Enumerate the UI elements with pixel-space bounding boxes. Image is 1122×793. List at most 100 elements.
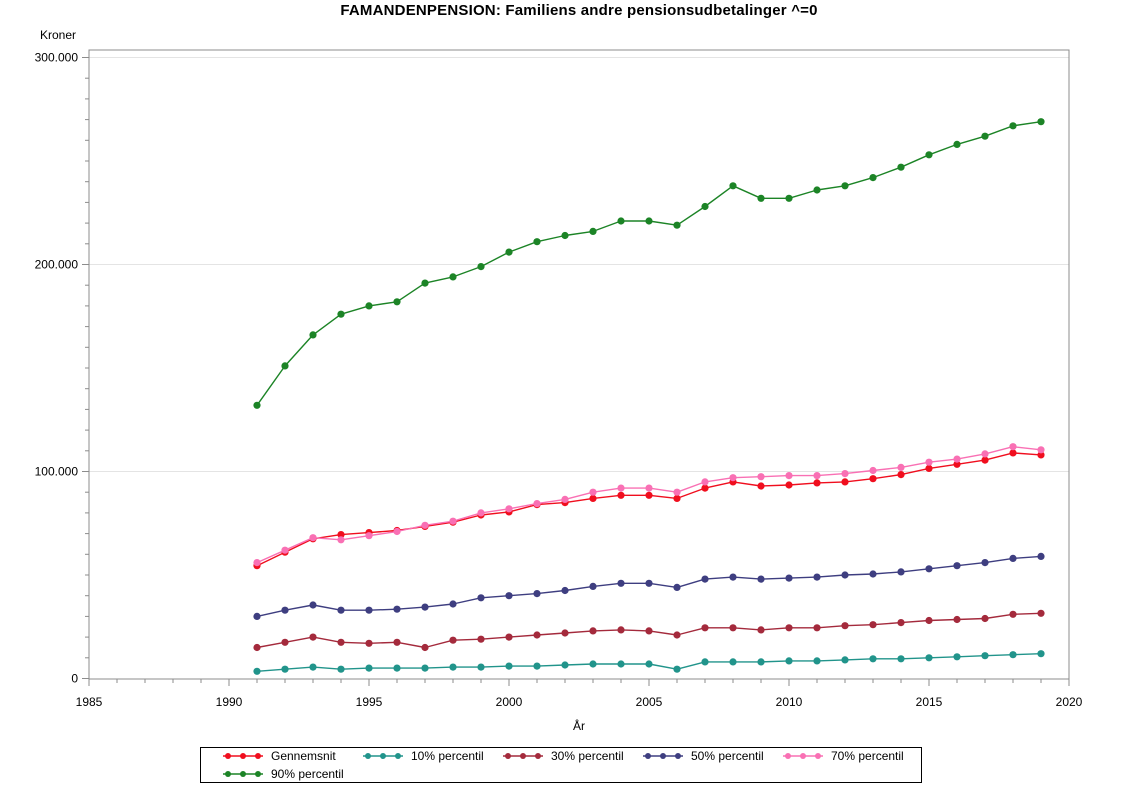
data-point	[337, 531, 345, 539]
data-point	[785, 574, 793, 582]
data-point	[1037, 552, 1045, 561]
legend-line-marker-icon	[503, 753, 543, 759]
legend-line-marker-icon	[363, 753, 403, 759]
legend-line-marker-icon	[223, 753, 263, 759]
data-point	[701, 202, 709, 211]
data-point	[281, 638, 289, 646]
data-point	[841, 571, 849, 579]
data-point	[785, 472, 793, 480]
data-point	[757, 658, 765, 666]
data-point	[785, 624, 793, 632]
data-point	[393, 298, 401, 306]
y-tick-label: 300.000	[35, 51, 79, 65]
x-tick-label: 2015	[916, 695, 943, 709]
chart-title: FAMANDENPENSION: Familiens andre pension…	[340, 2, 818, 19]
data-point	[477, 663, 485, 671]
data-point	[645, 491, 653, 499]
data-point	[365, 639, 373, 647]
data-point	[253, 667, 261, 675]
legend-label: 50% percentil	[691, 749, 764, 763]
data-point	[841, 656, 849, 664]
data-point	[869, 174, 877, 182]
data-point	[897, 463, 905, 471]
data-point	[421, 664, 429, 672]
chart-legend: Gennemsnit 10% percentil 30% percentil 50% …	[200, 747, 922, 783]
data-point	[981, 450, 989, 458]
data-point	[505, 592, 513, 600]
data-point	[561, 629, 569, 637]
data-point	[645, 217, 653, 225]
data-point	[505, 633, 513, 641]
data-point	[253, 401, 261, 409]
legend-item-30-percentil: 30% percentil	[501, 747, 641, 765]
data-point	[729, 182, 737, 190]
legend-line-marker-icon	[783, 753, 823, 759]
data-point	[757, 482, 765, 490]
data-point	[757, 194, 765, 202]
data-point	[897, 471, 905, 479]
data-point	[757, 473, 765, 481]
series-10-percentil	[253, 650, 1045, 675]
data-point	[953, 140, 961, 148]
data-point	[533, 590, 541, 598]
x-axis-title: År	[573, 719, 585, 733]
legend-label: 10% percentil	[411, 749, 484, 763]
data-point	[897, 619, 905, 627]
data-point	[813, 657, 821, 665]
data-point	[813, 624, 821, 632]
data-point	[449, 600, 457, 608]
data-point	[505, 248, 513, 256]
data-point	[981, 559, 989, 567]
series-line	[256, 452, 1042, 567]
data-point	[925, 616, 933, 625]
data-point	[869, 570, 877, 578]
data-point	[925, 464, 933, 472]
legend-label: 30% percentil	[551, 749, 624, 763]
data-point	[393, 664, 401, 672]
data-point	[953, 455, 961, 463]
data-point	[813, 472, 821, 480]
data-point	[813, 573, 821, 581]
data-point	[281, 546, 289, 554]
data-point	[925, 151, 933, 159]
data-point	[533, 662, 541, 670]
y-tick-label: 100.000	[35, 465, 79, 479]
legend-item-10-percentil: 10% percentil	[361, 747, 501, 765]
data-point	[281, 606, 289, 614]
data-point	[645, 627, 653, 635]
data-point	[925, 458, 933, 466]
data-point	[813, 479, 821, 487]
data-point	[589, 627, 597, 635]
data-point	[337, 536, 345, 544]
data-point	[729, 573, 737, 581]
data-point	[561, 586, 569, 595]
data-point	[561, 495, 569, 503]
data-point	[701, 658, 709, 666]
data-point	[589, 660, 597, 668]
data-point	[673, 488, 681, 496]
data-point	[253, 612, 261, 621]
data-point	[309, 331, 317, 339]
data-point	[449, 273, 457, 281]
data-point	[505, 662, 513, 670]
data-point	[309, 601, 317, 609]
data-point	[757, 626, 765, 634]
data-point	[337, 638, 345, 646]
data-point	[897, 568, 905, 576]
data-point	[617, 626, 625, 634]
y-tick-label: 0	[71, 672, 78, 686]
data-point	[645, 660, 653, 668]
data-point	[589, 582, 597, 591]
y-axis-title: Kroner	[40, 28, 77, 42]
data-point	[701, 478, 709, 486]
data-point	[729, 658, 737, 666]
data-point	[617, 491, 625, 499]
data-point	[1037, 446, 1045, 454]
data-point	[589, 488, 597, 496]
data-point	[421, 521, 429, 529]
y-gridlines	[89, 57, 1069, 472]
data-point	[421, 643, 429, 652]
x-tick-label: 1995	[356, 695, 383, 709]
data-point	[869, 466, 877, 475]
series-50-percentil	[253, 552, 1045, 621]
